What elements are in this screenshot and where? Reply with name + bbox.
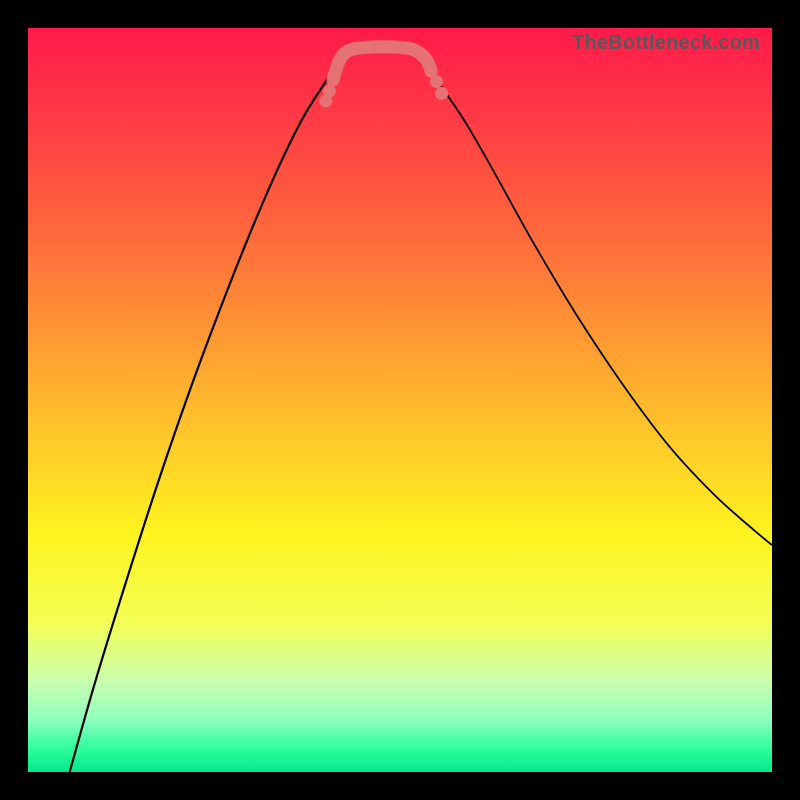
plot-area: TheBottleneck.com: [28, 28, 772, 772]
curves-layer: [28, 28, 772, 772]
series-valley_connector: [333, 47, 431, 80]
watermark-text: TheBottleneck.com: [572, 32, 760, 55]
series-valley_connector-dot: [435, 87, 448, 100]
chart-frame: TheBottleneck.com: [0, 0, 800, 800]
series-valley_connector-dot: [430, 75, 443, 88]
series-left_curve: [70, 69, 335, 772]
series-right_curve: [430, 69, 772, 545]
series-valley_connector-dot: [319, 94, 332, 107]
